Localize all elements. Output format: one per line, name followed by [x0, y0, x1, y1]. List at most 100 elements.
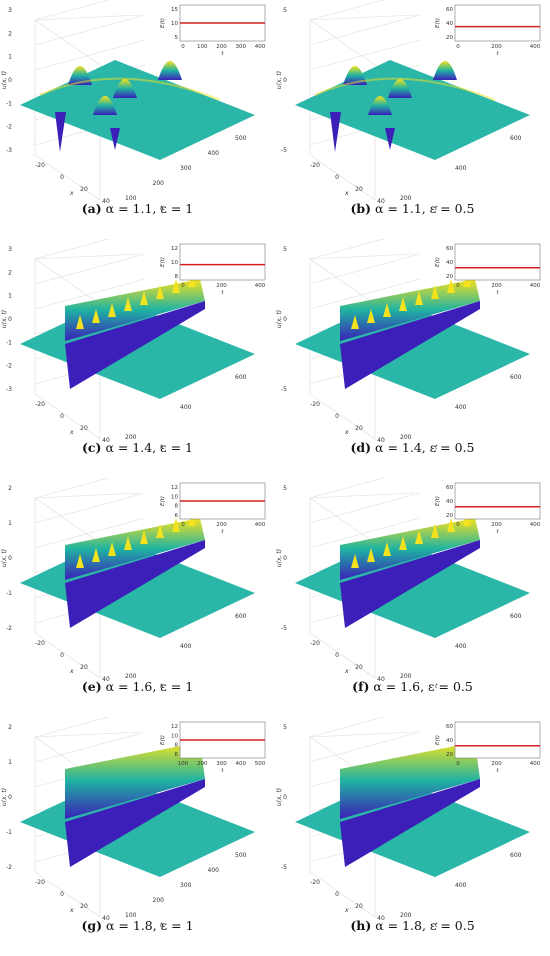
inset-x-tick-label: 200	[216, 522, 227, 528]
surface-plot-e: 210-1-2u(x, t)-2002040x200400600t1210860…	[1, 478, 266, 690]
inset-y-tick-label: 6	[175, 752, 179, 758]
inset-x-tick-label: 100	[197, 44, 208, 50]
z-axis-label: u(x, t)	[276, 549, 283, 567]
t-tick-label: 200	[153, 180, 165, 187]
caption-c: (c) α = 1.4, ε = 1	[0, 440, 275, 455]
inset-x-label: t	[221, 51, 224, 57]
inset-y-label: E(t)	[160, 496, 166, 506]
inset-x-tick-label: 400	[530, 522, 541, 528]
z-tick-label: 0	[8, 555, 12, 562]
surface-c	[20, 273, 255, 399]
x-tick-label: 20	[355, 186, 363, 193]
x-tick-label: -20	[310, 640, 320, 647]
inset-x-tick-label: 200	[491, 761, 502, 767]
z-axis-label: u(x, t)	[276, 788, 283, 806]
inset-x-tick-label: 300	[236, 44, 247, 50]
t-tick-label: 300	[180, 165, 192, 172]
t-tick-label: 400	[208, 867, 220, 874]
t-tick-label: 200	[125, 434, 137, 441]
energy-inset-h: 60 40 200 200 400 E(t) t	[435, 721, 541, 774]
surface-e	[20, 512, 255, 638]
t-axis-label: t	[435, 683, 438, 690]
energy-inset-g: 12 10 8 6 100 200 300 400 500 E(t) t	[160, 721, 266, 774]
t-tick-label: 400	[455, 165, 467, 172]
z-tick-label: 1	[8, 54, 12, 61]
caption-a: (a) α = 1.1, ε = 1	[0, 201, 275, 216]
caption-label: (c)	[82, 440, 102, 455]
x-tick-label: 20	[355, 664, 363, 671]
t-tick-label: 600	[510, 852, 522, 859]
inset-x-tick-label: 400	[255, 44, 266, 50]
caption-label: (b)	[350, 201, 372, 216]
z-tick-label: 1	[8, 293, 12, 300]
panel-c: 3 2 1 0 -1 -2 -3 u(x, t) -20 0 20 40 x 200 400 600 t 12 10…	[0, 239, 275, 478]
t-axis-label: t	[160, 683, 163, 690]
inset-y-tick-label: 10	[171, 21, 178, 27]
x-tick-label: 20	[80, 903, 88, 910]
z-tick-label: 0	[8, 794, 12, 801]
x-tick-label: 0	[60, 174, 64, 181]
x-axis-label: x	[344, 668, 349, 675]
z-tick-label: -1	[6, 339, 12, 346]
x-tick-label: 40	[102, 437, 110, 444]
energy-inset-c: 12 10 80 200 400 E(t) t	[160, 243, 266, 296]
inset-x-tick-label: 200	[216, 283, 227, 289]
x-tick-label: 40	[377, 915, 385, 922]
inset-x-tick-label: 0	[456, 522, 460, 528]
t-tick-label: 400	[180, 643, 192, 650]
inset-x-tick-label: 400	[255, 283, 266, 289]
inset-x-tick-label: 0	[181, 522, 185, 528]
inset-y-tick-label: 5	[175, 35, 179, 41]
inset-y-label: E(t)	[435, 496, 441, 506]
x-tick-label: 40	[102, 676, 110, 683]
x-tick-label: -20	[310, 401, 320, 408]
surface-h	[295, 742, 530, 877]
t-tick-label: 200	[400, 195, 412, 202]
t-tick-label: 100	[125, 195, 137, 202]
x-tick-label: 0	[60, 652, 64, 659]
t-tick-label: 600	[510, 135, 522, 142]
inset-x-tick-label: 100	[178, 761, 189, 767]
t-axis-label: t	[435, 444, 438, 451]
inset-y-label: E(t)	[435, 257, 441, 267]
x-tick-label: 0	[60, 891, 64, 898]
panel-e: 2 1 0 -1 -2 u(x, t) -20 0 20 40 x 200 400 600 t 12 10 8 6 0…	[0, 478, 275, 717]
panel-a: 3 2 1 0 -1 -2 -3 u(x, t) -20 0 20 40 x 100 200 300 400 50…	[0, 0, 275, 239]
t-tick-label: 400	[455, 882, 467, 889]
t-tick-label: 400	[208, 150, 220, 157]
x-tick-label: 20	[80, 425, 88, 432]
caption-text: α = 1.4, ε = 1	[101, 440, 193, 455]
caption-label: (d)	[350, 440, 372, 455]
panel-b: 5 0 -5 u(x, t) -20 0 20 40 x 200 400 600 t 60 40 20 0 200…	[275, 0, 550, 239]
x-tick-label: 40	[377, 676, 385, 683]
panel-f: 5 0 -5 u(x, t) -20 0 20 40 x 200 400 600 t 60 40 20 0 200…	[275, 478, 550, 717]
x-tick-label: 20	[355, 425, 363, 432]
t-axis-label: t	[435, 205, 438, 212]
caption-text: α = 1.6, ε = 0.5	[369, 679, 473, 694]
t-tick-label: 400	[180, 404, 192, 411]
caption-label: (a)	[81, 201, 102, 216]
z-tick-label: 0	[283, 555, 287, 562]
caption-text: α = 1.8, ε = 0.5	[371, 918, 475, 933]
t-axis-label: t	[160, 205, 163, 212]
t-tick-label: 300	[180, 882, 192, 889]
energy-inset-e: 12 10 8 60 200 400 E(t) t	[160, 482, 266, 535]
z-tick-label: 2	[8, 269, 12, 276]
x-tick-label: 0	[335, 413, 339, 420]
x-axis-label: x	[69, 190, 74, 197]
x-axis-label: x	[344, 907, 349, 914]
x-axis-label: x	[344, 429, 349, 436]
inset-x-label: t	[221, 768, 224, 774]
inset-y-tick-label: 20	[446, 513, 453, 519]
t-tick-label: 600	[235, 613, 247, 620]
inset-y-tick-label: 20	[446, 274, 453, 280]
z-tick-label: 0	[283, 77, 287, 84]
inset-y-label: E(t)	[435, 735, 441, 745]
caption-label: (h)	[350, 918, 372, 933]
z-axis-label: u(x, t)	[1, 788, 8, 806]
caption-g: (g) α = 1.8, ε = 1	[0, 918, 275, 933]
t-tick-label: 400	[455, 643, 467, 650]
caption-h: (h) α = 1.8, ε = 0.5	[275, 918, 550, 933]
